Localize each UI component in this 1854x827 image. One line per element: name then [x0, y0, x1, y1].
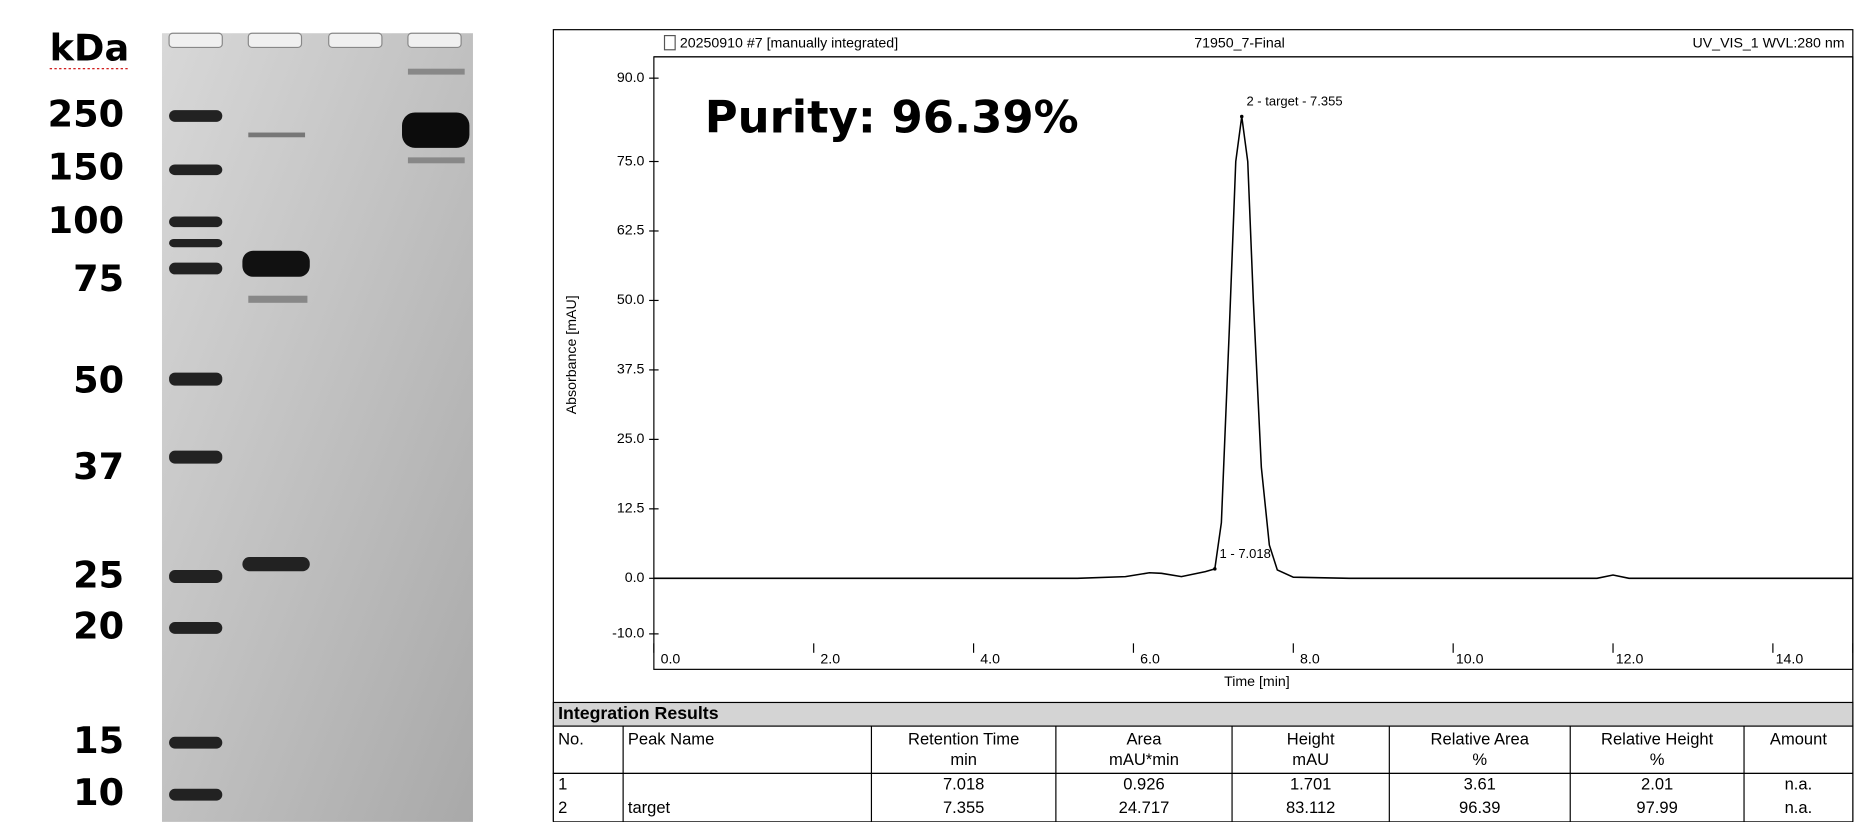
column-header: Amount: [1770, 730, 1827, 749]
x-tick-label: 10.0: [1456, 652, 1484, 668]
column-header: Relative Area: [1431, 730, 1530, 749]
table: Integration Results No. Peak Name Retentio…: [553, 702, 1852, 821]
peak-label: 1 - 7.018: [1220, 546, 1271, 561]
gel-unit-label: kDa: [50, 26, 130, 69]
table-cell: 7.355: [943, 798, 984, 817]
marker-label: 75: [73, 257, 124, 300]
gel-background: [162, 33, 473, 822]
column-header: mAU: [1292, 750, 1329, 769]
column-header: No.: [558, 730, 584, 749]
column-header: mAU*min: [1109, 750, 1179, 769]
y-tick-label: 90.0: [617, 70, 645, 86]
table-cell: target: [628, 798, 671, 817]
y-tick-label: 25.0: [617, 431, 645, 447]
table-cell: 83.112: [1286, 798, 1335, 817]
table-cell: 2.01: [1641, 775, 1673, 794]
table-cell: 0.926: [1123, 775, 1164, 794]
y-tick-label: 37.5: [617, 362, 645, 378]
marker-label: 25: [73, 554, 124, 597]
y-tick-label: 75.0: [617, 153, 645, 169]
table-cell: 1: [558, 775, 567, 794]
marker-label: 37: [73, 445, 124, 488]
table-cell: 2: [558, 798, 567, 817]
marker-label: 20: [73, 604, 124, 647]
x-tick-label: 14.0: [1776, 652, 1804, 668]
column-header: Area: [1126, 730, 1162, 749]
x-tick-label: 2.0: [820, 652, 840, 668]
x-tick-label: 4.0: [980, 652, 1000, 668]
y-tick-label: 50.0: [617, 292, 645, 308]
marker-label: 100: [48, 199, 124, 242]
column-header: %: [1472, 750, 1487, 769]
table-cell: n.a.: [1785, 798, 1813, 817]
table-cell: 7.018: [943, 775, 984, 794]
figure: 20250910 #7 [manually integrated] 71950_…: [0, 0, 1854, 822]
header-text: 71950_7-Final: [1194, 36, 1285, 52]
gel: [162, 33, 473, 822]
marker-label: 10: [73, 771, 124, 814]
table-cell: 96.39: [1459, 798, 1500, 817]
page: 20250910 #7 [manually integrated] 71950_…: [0, 0, 1854, 822]
table-title: Integration Results: [558, 703, 719, 723]
table-cell: 97.99: [1636, 798, 1677, 817]
peak-label: 2 - target - 7.355: [1246, 94, 1342, 109]
x-tick-label: 12.0: [1616, 652, 1644, 668]
column-header: Relative Height: [1601, 730, 1714, 749]
peak-marker: [1240, 115, 1244, 119]
table-cell: 1.701: [1290, 775, 1331, 794]
table-cell: 3.61: [1464, 775, 1496, 794]
y-tick-label: -10.0: [612, 626, 644, 642]
x-tick-label: 6.0: [1140, 652, 1160, 668]
marker-label: 15: [73, 719, 124, 762]
header-text: UV_VIS_1 WVL:280 nm: [1693, 36, 1845, 52]
purity-annotation: Purity: 96.39%: [705, 91, 1079, 144]
column-header: Height: [1287, 730, 1335, 749]
marker-label: 150: [48, 146, 124, 189]
y-tick-label: 62.5: [617, 223, 645, 239]
marker-label: 50: [73, 359, 124, 402]
table-cell: 24.717: [1119, 798, 1170, 817]
header-text: 20250910 #7 [manually integrated]: [680, 36, 898, 52]
column-header: Peak Name: [628, 730, 714, 749]
peak-marker: [1213, 567, 1217, 571]
x-tick-label: 0.0: [661, 652, 681, 668]
marker-label: 250: [48, 92, 124, 135]
y-tick-label: 12.5: [617, 501, 645, 517]
column-header: min: [950, 750, 977, 769]
plot-frame: [654, 57, 1853, 669]
trace: [654, 117, 1853, 579]
x-tick-label: 8.0: [1300, 652, 1320, 668]
column-header: Retention Time: [908, 730, 1019, 749]
table-cell: n.a.: [1785, 775, 1813, 794]
y-tick-label: 0.0: [625, 570, 645, 586]
column-header: %: [1650, 750, 1665, 769]
x-axis-label: Time [min]: [1224, 674, 1290, 690]
y-axis-label: Absorbance [mAU]: [564, 295, 580, 414]
